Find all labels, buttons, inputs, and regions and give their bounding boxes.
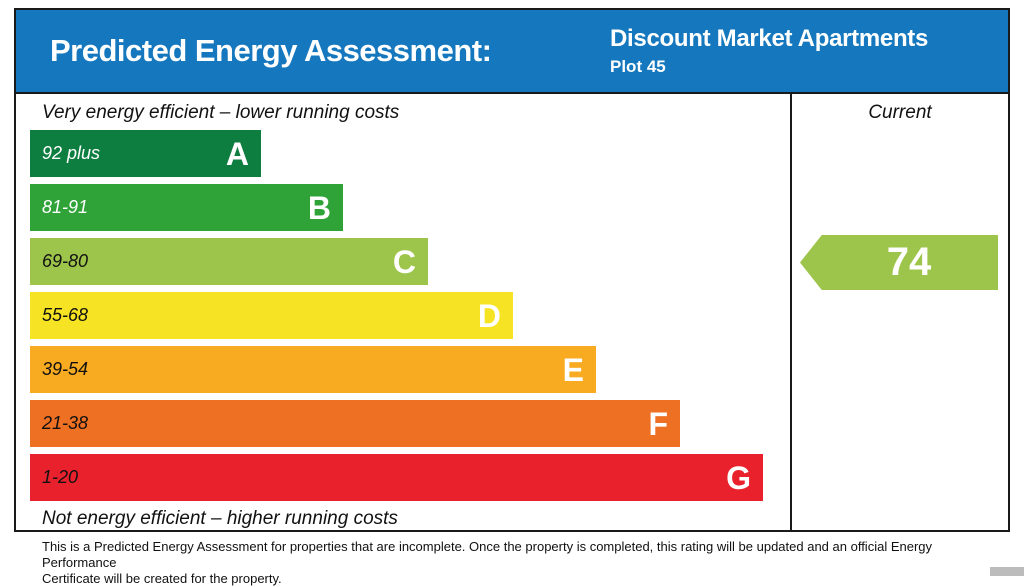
property-info: Discount Market Apartments Plot 45 xyxy=(610,25,928,77)
band-row-e: 39-54 E xyxy=(30,346,596,393)
band-range: 69-80 xyxy=(42,251,89,271)
disclaimer-text: This is a Predicted Energy Assessment fo… xyxy=(42,539,1002,587)
band-row-a: 92 plus A xyxy=(30,130,261,177)
band-letter: E xyxy=(562,351,584,388)
band-row-c: 69-80 C xyxy=(30,238,428,285)
property-name: Discount Market Apartments xyxy=(610,25,929,52)
band-row-f: 21-38 F xyxy=(30,400,680,447)
current-rating-arrow: 74 xyxy=(800,235,998,290)
band-letter: G xyxy=(726,459,751,496)
disclaimer-line-2: Certificate will be created for the prop… xyxy=(42,571,282,586)
band-range: 92 plus xyxy=(42,143,101,163)
band-letter: A xyxy=(225,135,249,172)
top-caption: Very energy efficient – lower running co… xyxy=(42,102,400,123)
band-letter: F xyxy=(648,405,668,442)
energy-rating-chart: Very energy efficient – lower running co… xyxy=(14,92,1010,532)
property-plot: Plot 45 xyxy=(610,57,666,76)
current-column: Current xyxy=(790,94,1008,530)
band-row-g: 1-20 G xyxy=(30,454,763,501)
current-column-header: Current xyxy=(868,102,932,123)
band-letter: C xyxy=(392,243,416,280)
disclaimer-line-1: This is a Predicted Energy Assessment fo… xyxy=(42,539,933,570)
bottom-caption: Not energy efficient – higher running co… xyxy=(42,508,398,529)
current-rating-value: 74 xyxy=(886,240,932,284)
band-letter: B xyxy=(307,189,331,226)
band-range: 55-68 xyxy=(42,305,89,325)
band-range: 39-54 xyxy=(42,359,89,379)
band-range: 81-91 xyxy=(42,197,89,217)
band-row-b: 81-91 B xyxy=(30,184,343,231)
band-range: 21-38 xyxy=(42,413,89,433)
page-title: Predicted Energy Assessment: xyxy=(50,33,492,68)
band-letter: D xyxy=(477,297,501,334)
band-row-d: 55-68 D xyxy=(30,292,513,339)
header-banner: Predicted Energy Assessment: Discount Ma… xyxy=(14,8,1010,94)
band-range: 1-20 xyxy=(42,467,79,487)
bottom-right-artifact xyxy=(990,567,1024,576)
